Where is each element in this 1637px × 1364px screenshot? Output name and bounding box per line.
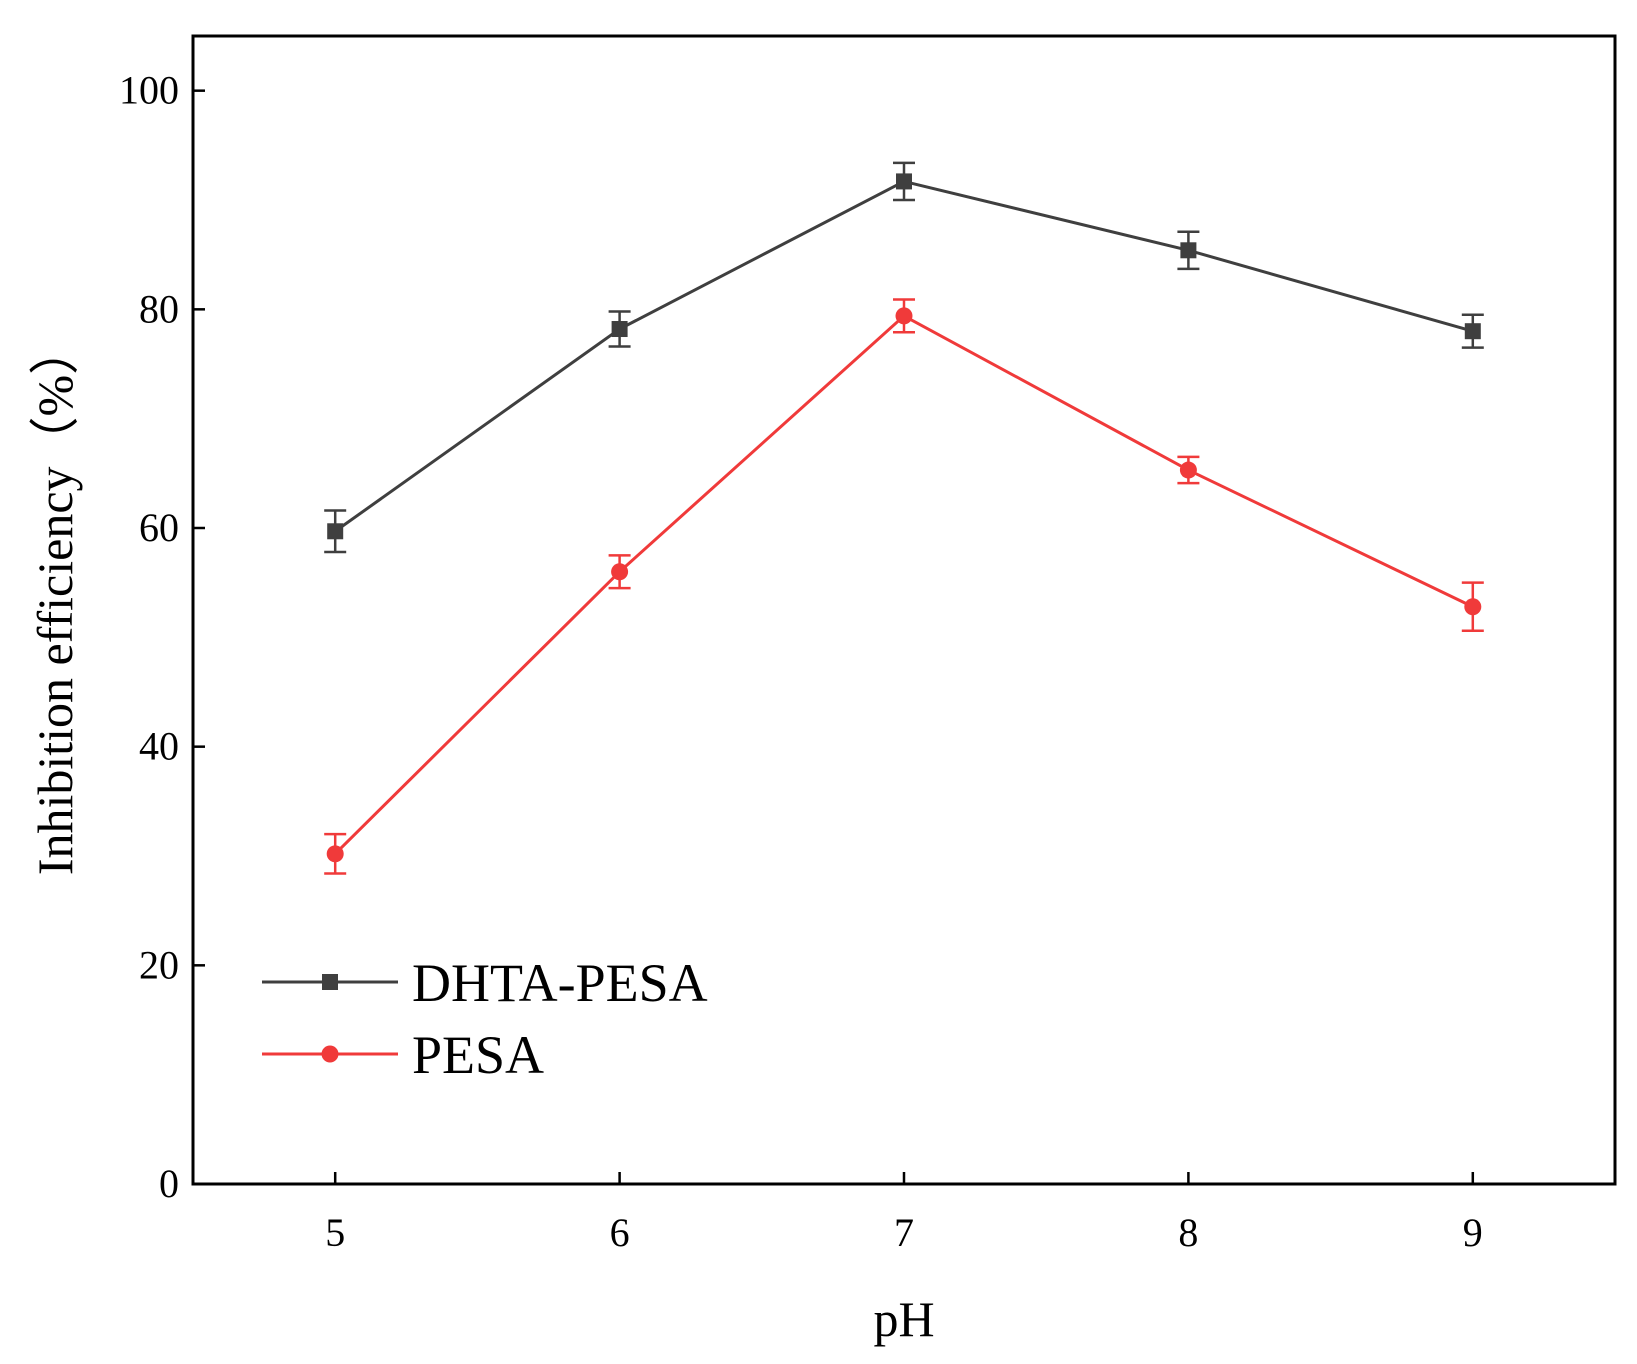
legend-label: PESA xyxy=(412,1025,544,1085)
data-point xyxy=(326,845,344,863)
series-line xyxy=(334,314,1474,855)
series-group xyxy=(324,161,1484,875)
data-point xyxy=(895,307,913,325)
x-tick-label: 8 xyxy=(1178,1210,1198,1255)
data-point xyxy=(1180,242,1197,259)
series-line xyxy=(334,179,1474,533)
y-tick-label: 100 xyxy=(119,68,179,113)
y-tick-label: 60 xyxy=(139,505,179,550)
y-tick-label: 20 xyxy=(139,942,179,987)
x-tick-label: 6 xyxy=(610,1210,630,1255)
legend-marker xyxy=(321,1045,339,1063)
data-point xyxy=(327,523,344,540)
series-pesa xyxy=(324,298,1484,875)
axis-ticks: 0 20 40 60 80 100 5 6 7 8 9 xyxy=(119,68,1483,1255)
data-point xyxy=(896,173,912,190)
data-point xyxy=(1464,323,1481,340)
y-tick-label: 40 xyxy=(139,724,179,769)
data-point xyxy=(1179,461,1197,479)
x-tick-label: 5 xyxy=(325,1210,345,1255)
x-tick-label: 7 xyxy=(894,1210,914,1255)
legend: DHTA-PESA PESA xyxy=(262,953,708,1085)
x-axis-title: pH xyxy=(873,1291,934,1347)
plot-frame xyxy=(191,34,1617,1186)
legend-label: DHTA-PESA xyxy=(412,953,708,1013)
y-tick-label: 0 xyxy=(159,1161,179,1206)
legend-marker xyxy=(322,974,338,990)
y-tick-label: 80 xyxy=(139,286,179,331)
data-point xyxy=(1464,598,1482,616)
data-point xyxy=(611,321,628,338)
data-point xyxy=(611,563,629,581)
y-axis-title: Inhibition efficiency（%） xyxy=(27,325,83,875)
x-tick-label: 9 xyxy=(1463,1210,1483,1255)
series-dhta-pesa xyxy=(324,161,1484,554)
